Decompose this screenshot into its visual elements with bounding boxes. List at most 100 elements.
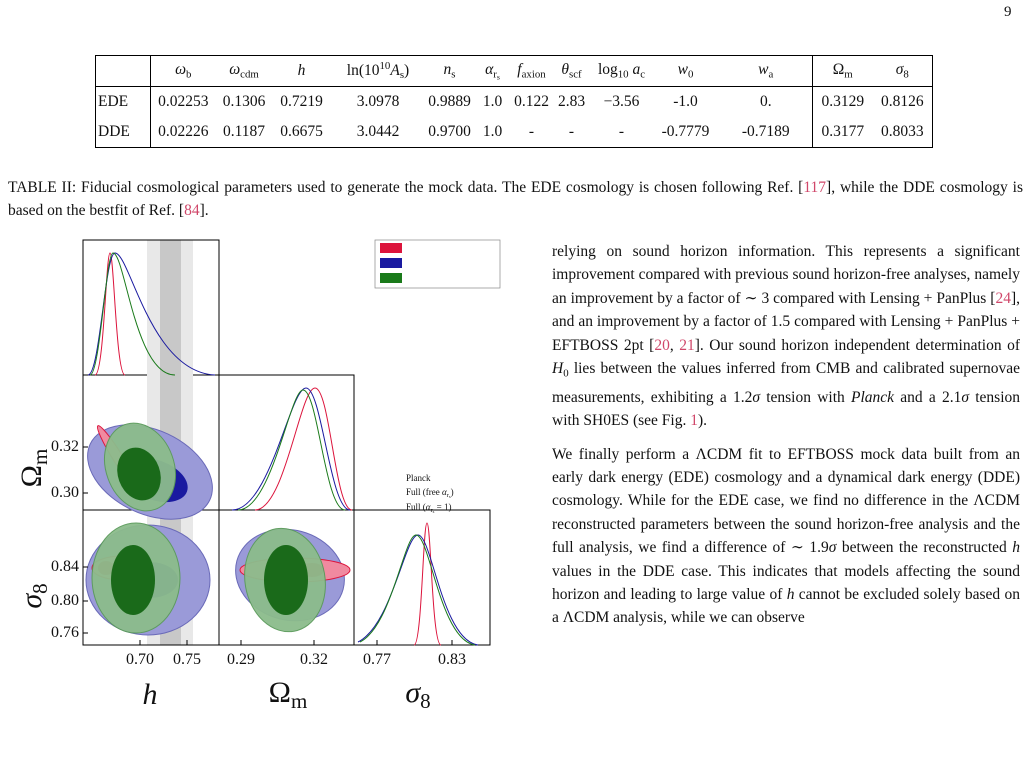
header-cell: ln(1010As) bbox=[330, 55, 426, 87]
table-cell: 0.9889 bbox=[428, 93, 471, 110]
text-run: H bbox=[552, 360, 564, 378]
table-cell: 0.3177 bbox=[821, 123, 865, 140]
text-run: ln(10 bbox=[346, 62, 380, 80]
page-number: 9 bbox=[1004, 4, 1012, 20]
table-cell: -0.7189 bbox=[719, 117, 813, 148]
text-run: Full (free bbox=[406, 486, 442, 497]
table-cell: -0.7779 bbox=[661, 123, 710, 140]
paragraph: relying on sound horizon information. Th… bbox=[552, 240, 1020, 433]
text-run: We finally perform a ΛCDM fit to EFTBOSS… bbox=[552, 445, 1020, 557]
x-axis-label: Ωm bbox=[269, 676, 308, 714]
text-run: values in the DDE case. This indicates t… bbox=[552, 562, 1020, 603]
y-axis-label: σ8 bbox=[15, 583, 53, 608]
text-run: ). bbox=[697, 412, 708, 430]
text-run: axion bbox=[521, 68, 546, 81]
header-cell: ωcdm bbox=[215, 55, 273, 87]
text-run: r bbox=[430, 506, 433, 514]
text-run: σ bbox=[14, 593, 48, 609]
text-run: , bbox=[669, 336, 680, 354]
text-run: s bbox=[448, 494, 451, 500]
text-run: log bbox=[597, 61, 618, 79]
header-cell: ωb bbox=[150, 55, 216, 87]
header-cell: w0 bbox=[651, 55, 720, 87]
header-cell: h bbox=[272, 55, 331, 87]
text-run: σ bbox=[895, 61, 904, 79]
y-axis-label: Ωm bbox=[15, 449, 53, 488]
text-run: σ bbox=[961, 388, 969, 406]
text-run: b bbox=[186, 68, 192, 81]
header-cell: αrs bbox=[473, 55, 512, 87]
body-text: relying on sound horizon information. Th… bbox=[552, 240, 1020, 770]
text-run: s bbox=[399, 69, 405, 82]
table-cell: -1.0 bbox=[673, 93, 698, 110]
y-tick-label: 0.84 bbox=[51, 558, 79, 575]
x-tick-label: 0.77 bbox=[363, 651, 391, 668]
text-run: 0 bbox=[563, 367, 569, 380]
text-run: h bbox=[142, 678, 158, 711]
legend-entry: Full (free αrs) bbox=[406, 487, 454, 499]
text-run: ω bbox=[175, 61, 187, 79]
x-axis-label: σ8 bbox=[405, 676, 430, 714]
text-run: ], while the DDE cosmology is based on t… bbox=[8, 179, 1023, 219]
text-run: h bbox=[297, 62, 306, 79]
table-cell: 0.7219 bbox=[280, 93, 323, 110]
table-cell: - bbox=[618, 123, 625, 140]
text-run: ]. Our sound horizon independent determi… bbox=[694, 336, 1020, 354]
x-tick-label: 0.29 bbox=[227, 651, 255, 668]
text-run: Planck bbox=[406, 473, 431, 483]
corner-plot bbox=[82, 239, 501, 646]
legend-swatch bbox=[380, 258, 402, 268]
table-cell: 0.9700 bbox=[428, 123, 471, 140]
text-run: scf bbox=[568, 68, 582, 81]
text-run: between the reconstructed bbox=[836, 539, 1013, 557]
table-cell: 0.1187 bbox=[222, 123, 266, 140]
text-run: r bbox=[493, 68, 497, 81]
y-tick-label: 0.30 bbox=[51, 484, 79, 501]
text-run: σ bbox=[752, 388, 760, 406]
table-cell: 0.02253 bbox=[158, 93, 209, 110]
text-run: TABLE II: Fiducial cosmological paramete… bbox=[8, 179, 804, 196]
y-tick-label: 0.32 bbox=[51, 438, 79, 455]
text-run: ], and an improvement by a factor of 1.5… bbox=[552, 289, 1020, 354]
table-cell: 0.8126 bbox=[880, 93, 924, 110]
text-run: tension with SH0ES (see Fig. bbox=[552, 388, 1020, 430]
header-cell: Ωm bbox=[812, 55, 873, 87]
table-cell: 0.1306 bbox=[222, 93, 266, 110]
header-cell: ns bbox=[425, 55, 474, 87]
x-tick-label: 0.75 bbox=[173, 651, 201, 668]
text-run: m bbox=[28, 448, 53, 466]
tick-marks bbox=[83, 446, 453, 645]
legend-swatch bbox=[380, 273, 402, 283]
text-run: α bbox=[485, 60, 494, 78]
table-cell: - bbox=[528, 123, 535, 140]
marginals bbox=[87, 252, 479, 646]
text-run: ]. bbox=[199, 202, 209, 219]
text-run: cannot be excluded solely based on a ΛCD… bbox=[552, 585, 1020, 627]
y-tick-label: 0.76 bbox=[51, 624, 79, 641]
text-run: 10 bbox=[379, 60, 391, 73]
text-run: f bbox=[517, 61, 522, 79]
text-run: h bbox=[786, 585, 795, 603]
legend-swatch bbox=[380, 243, 402, 253]
text-run: n bbox=[443, 61, 452, 79]
text-run: s bbox=[432, 509, 435, 515]
x-axis-label: h bbox=[143, 678, 158, 712]
text-run: ) bbox=[450, 486, 454, 497]
header-cell: faxion bbox=[511, 55, 552, 87]
table-cell: 0.3129 bbox=[821, 93, 865, 110]
text-run: and a 2.1 bbox=[894, 388, 962, 406]
text-run: σ bbox=[828, 539, 837, 557]
text-run: ω bbox=[229, 61, 241, 79]
text-run: α bbox=[442, 486, 447, 497]
table-cell: 0.8033 bbox=[880, 123, 924, 140]
text-run: Planck bbox=[850, 388, 895, 406]
table-cell: 1.0 bbox=[482, 123, 503, 140]
text-run: 20 bbox=[654, 336, 670, 354]
text-run: 21 bbox=[679, 336, 695, 354]
table-cell: 0.6675 bbox=[280, 123, 323, 140]
table-cell: −3.56 bbox=[603, 93, 640, 110]
text-run: c bbox=[640, 68, 646, 81]
legend-entry: Full (αrs = 1) bbox=[406, 502, 451, 514]
text-run: 8 bbox=[420, 689, 431, 714]
text-run: A bbox=[390, 62, 400, 80]
